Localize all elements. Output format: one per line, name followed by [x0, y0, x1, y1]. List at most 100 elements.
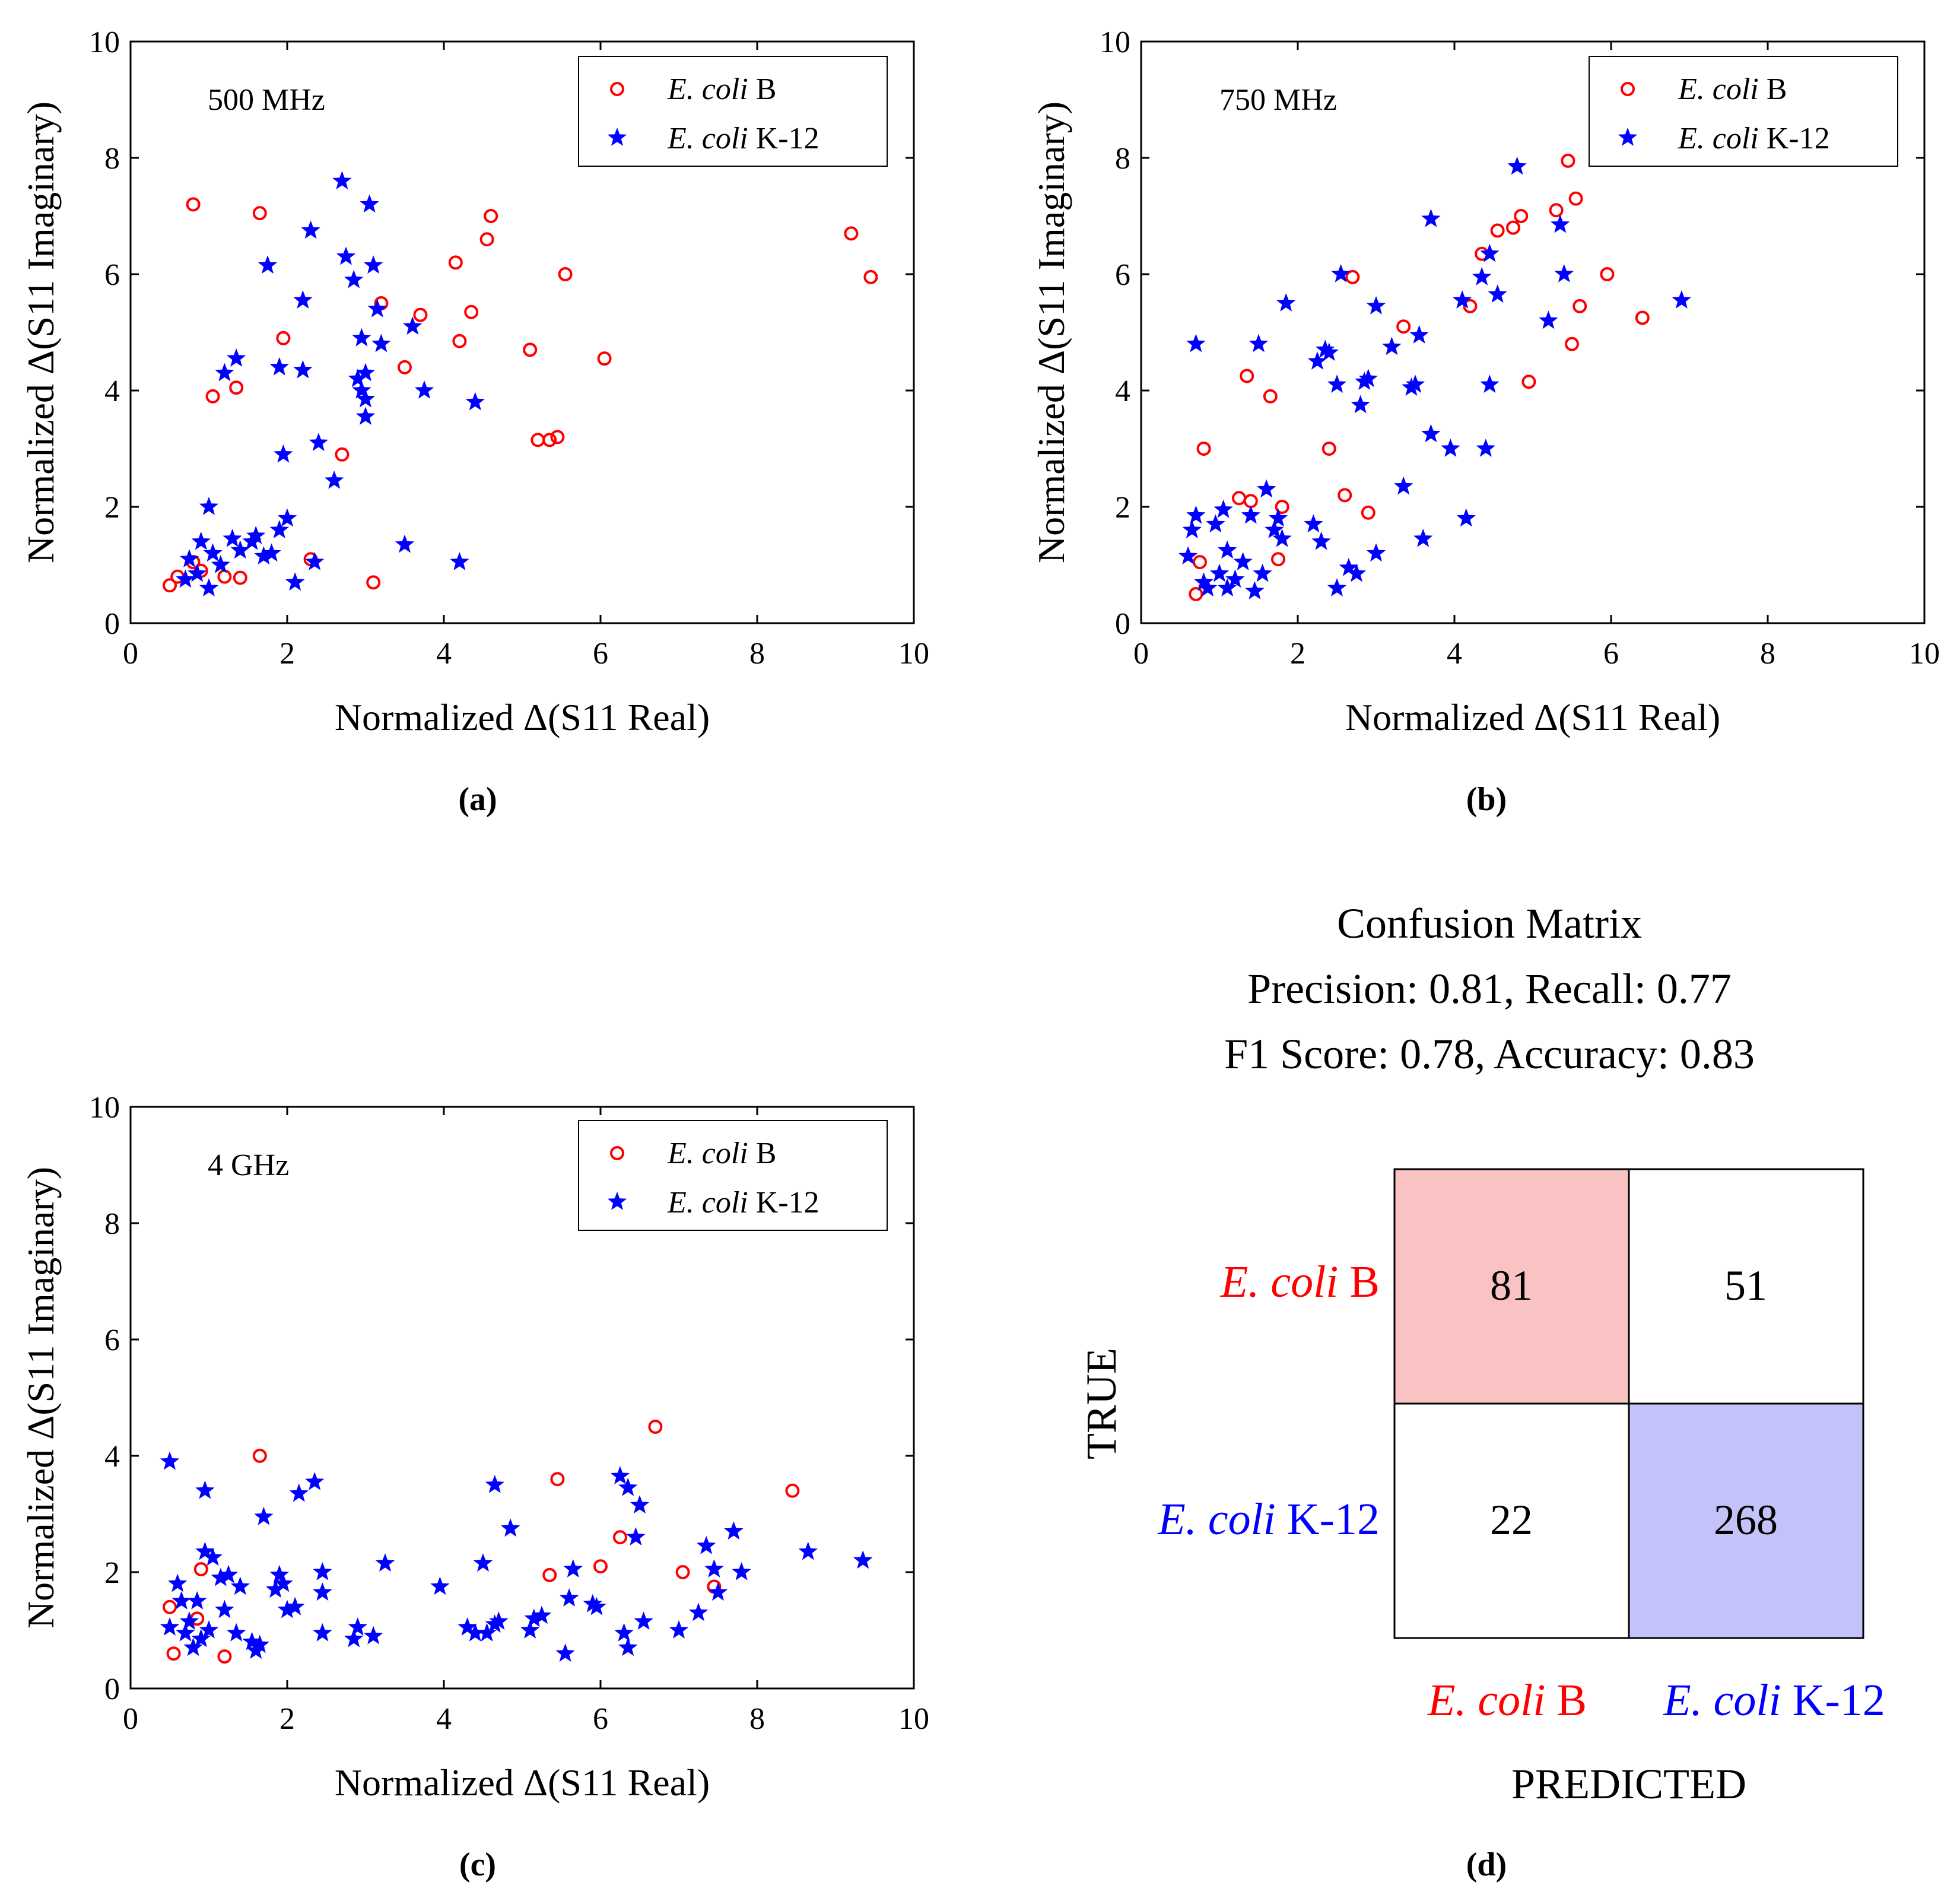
yticks-a: 0 2 4 6 8 10 — [89, 26, 914, 641]
xtick-label: 6 — [1603, 637, 1619, 671]
legend-star-marker — [607, 1192, 627, 1210]
ytick-label: 4 — [104, 1440, 120, 1474]
panel-label-d: (d) — [1466, 1846, 1507, 1883]
point-ecoli-k12 — [176, 1623, 195, 1642]
point-ecoli-k12 — [485, 1475, 504, 1493]
xtick-label: 8 — [1760, 637, 1775, 671]
point-ecoli-k12 — [1539, 310, 1558, 329]
point-ecoli-k12 — [1198, 578, 1218, 596]
point-ecoli-k12 — [1233, 552, 1253, 570]
point-ecoli-b — [252, 206, 267, 221]
point-ecoli-k12 — [532, 1605, 552, 1624]
point-ecoli-k12 — [250, 1634, 269, 1653]
point-ecoli-k12 — [348, 369, 367, 388]
ytick-label: 6 — [104, 258, 120, 292]
point-ecoli-k12 — [176, 569, 195, 588]
ylabel-a: Normalized Δ(S11 Imaginary) — [20, 101, 62, 563]
xtick-label: 2 — [279, 1702, 295, 1736]
point-ecoli-b — [464, 304, 479, 319]
point-ecoli-k12 — [344, 269, 364, 288]
legend-a: E. coli B E. coli K-12 — [578, 56, 888, 167]
point-ecoli-k12 — [610, 1466, 630, 1485]
point-ecoli-k12 — [618, 1637, 638, 1656]
point-ecoli-k12 — [313, 1562, 332, 1580]
point-ecoli-b — [163, 578, 177, 593]
point-ecoli-k12 — [371, 334, 391, 353]
xtick-label: 10 — [1909, 637, 1940, 671]
point-ecoli-k12 — [1366, 296, 1386, 315]
xtick-label: 0 — [1133, 637, 1149, 671]
point-ecoli-k12 — [258, 255, 278, 274]
point-ecoli-b — [844, 226, 859, 241]
cm-cell-1-0 — [1393, 1402, 1630, 1639]
point-ecoli-k12 — [1265, 520, 1284, 538]
point-ecoli-k12 — [450, 552, 469, 570]
point-ecoli-k12 — [266, 1579, 285, 1598]
point-ecoli-k12 — [587, 1596, 606, 1615]
point-ecoli-k12 — [230, 540, 250, 559]
point-ecoli-k12 — [1366, 543, 1386, 562]
cm-value-1-1: 268 — [1714, 1496, 1778, 1544]
cm-col-label-1: E. coli K-12 — [1663, 1675, 1885, 1725]
cm-metrics-1: Precision: 0.81, Recall: 0.77 — [1247, 965, 1732, 1012]
point-ecoli-k12 — [1186, 334, 1206, 353]
ytick-label: 4 — [104, 374, 120, 408]
point-ecoli-k12 — [477, 1623, 497, 1642]
svg-text:E. coli B: E. coli B — [1678, 72, 1787, 106]
point-ecoli-b — [1635, 310, 1650, 325]
point-ecoli-k12 — [274, 1573, 293, 1592]
annotation-a: 500 MHz — [208, 83, 325, 117]
point-ecoli-k12 — [555, 1643, 575, 1662]
point-ecoli-b — [542, 1567, 557, 1582]
point-ecoli-k12 — [1272, 528, 1292, 547]
ytick-label: 10 — [1100, 26, 1130, 59]
point-ecoli-k12 — [355, 407, 376, 425]
point-ecoli-k12 — [465, 1623, 485, 1642]
point-ecoli-k12 — [1421, 424, 1441, 443]
point-ecoli-k12 — [1241, 505, 1260, 524]
point-ecoli-k12 — [853, 1550, 873, 1569]
cm-row-label-1: E. coli K-12 — [1157, 1494, 1380, 1544]
point-ecoli-k12 — [1331, 264, 1351, 282]
panel-b: 0 2 4 6 8 10 0 2 4 6 8 10 750 MHz E. coli B E. col… — [1030, 26, 1940, 818]
ytick-label: 8 — [104, 1207, 120, 1241]
point-ecoli-b — [1271, 552, 1285, 567]
point-ecoli-k12 — [560, 1588, 579, 1607]
point-ecoli-k12 — [352, 380, 371, 399]
point-ecoli-b — [613, 1530, 627, 1545]
ytick-label: 4 — [1115, 374, 1130, 408]
point-ecoli-b — [648, 1420, 663, 1434]
ytick-label: 0 — [1115, 607, 1130, 641]
point-ecoli-k12 — [1327, 578, 1347, 596]
point-ecoli-b — [785, 1483, 800, 1498]
point-ecoli-b — [413, 307, 428, 322]
ytick-label: 0 — [104, 607, 120, 641]
point-ecoli-b — [479, 232, 494, 247]
point-ecoli-k12 — [203, 1547, 223, 1566]
point-ecoli-k12 — [1351, 395, 1370, 414]
point-ecoli-b — [186, 197, 201, 212]
point-ecoli-k12 — [183, 1637, 203, 1656]
ytick-label: 8 — [104, 142, 120, 176]
point-ecoli-b — [217, 1649, 232, 1664]
point-ecoli-k12 — [1327, 374, 1347, 393]
point-ecoli-b — [229, 380, 244, 395]
point-ecoli-b — [276, 331, 291, 345]
point-ecoli-k12 — [364, 1626, 383, 1645]
points-b — [1178, 153, 1691, 601]
point-ecoli-k12 — [171, 1591, 191, 1610]
point-ecoli-k12 — [179, 549, 199, 567]
point-ecoli-b — [1514, 209, 1529, 223]
xlabel-a: Normalized Δ(S11 Real) — [335, 696, 710, 738]
xtick-label: 6 — [593, 1702, 608, 1736]
point-ecoli-b — [1561, 153, 1575, 168]
point-ecoli-k12 — [293, 290, 313, 309]
point-ecoli-b — [205, 389, 220, 404]
svg-text:E. coli K-12: E. coli K-12 — [667, 1186, 819, 1220]
point-ecoli-k12 — [223, 528, 242, 547]
point-ecoli-b — [1193, 555, 1207, 570]
point-ecoli-k12 — [1554, 264, 1574, 282]
point-ecoli-k12 — [227, 348, 246, 367]
point-ecoli-k12 — [618, 1477, 638, 1496]
point-ecoli-k12 — [1358, 369, 1378, 388]
